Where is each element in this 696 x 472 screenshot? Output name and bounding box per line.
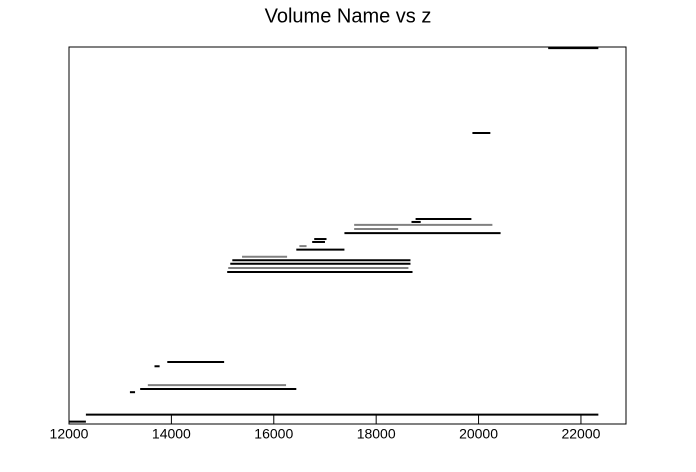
x-tick-label: 18000 — [357, 426, 396, 442]
x-tick-label: 22000 — [561, 426, 600, 442]
chart-title: Volume Name vs z — [265, 5, 432, 27]
x-tick-label: 12000 — [50, 426, 89, 442]
x-tick-label: 20000 — [459, 426, 498, 442]
x-tick-label: 14000 — [152, 426, 191, 442]
plot-frame — [68, 46, 627, 425]
x-tick-label: 16000 — [254, 426, 293, 442]
